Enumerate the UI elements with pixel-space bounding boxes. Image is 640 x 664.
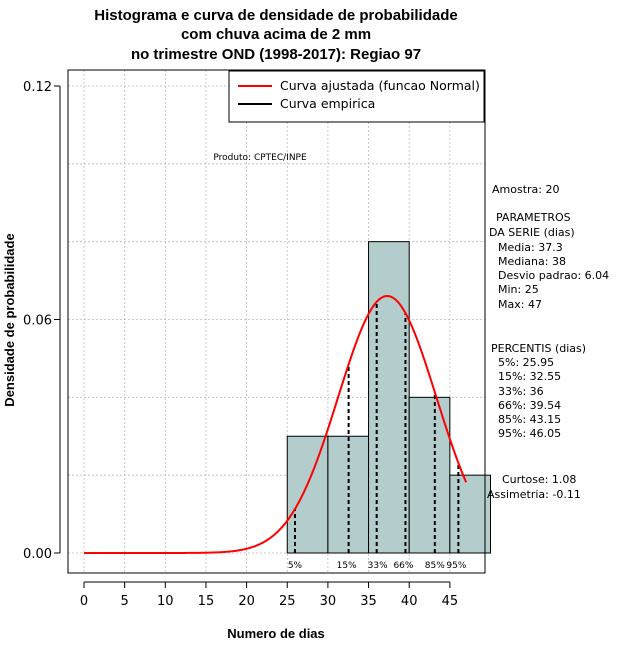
x-tick-label: 0 — [80, 594, 88, 609]
normal-curve-layer — [84, 294, 468, 554]
y-tick-label: 0.06 — [23, 314, 52, 329]
x-tick-label: 45 — [442, 594, 459, 609]
y-axis: 0.00 0.06 0.12 — [23, 80, 61, 562]
histogram-bar — [449, 474, 492, 554]
percentiles-header: PERCENTIS (dias) — [491, 342, 586, 355]
x-tick-label: 40 — [401, 594, 418, 609]
product-label: Produto: CPTEC/INPE — [213, 153, 307, 163]
side-statistics: Amostra: 20 PARAMETROS DA SERIE (dias) M… — [487, 183, 609, 501]
x-tick-label: 35 — [360, 594, 377, 609]
plot-frame — [67, 69, 486, 574]
percentile-marker-label: 15% — [337, 561, 357, 571]
sample-size: Amostra: 20 — [492, 183, 559, 196]
x-tick-label: 25 — [279, 594, 296, 609]
percentile-33: 33%: 36 — [498, 385, 544, 398]
percentile-15: 15%: 32.55 — [498, 370, 561, 383]
percentile-marker-label: 33% — [368, 561, 388, 571]
x-axis-title: Numero de dias — [227, 626, 325, 641]
legend-box — [228, 70, 485, 123]
kurtosis: Curtose: 1.08 — [502, 473, 576, 486]
percentile-95: 95%: 46.05 — [498, 427, 561, 440]
param-sd: Desvio padrao: 6.04 — [498, 269, 609, 282]
chart-title-line-1: Histograma e curva de densidade de proba… — [94, 7, 457, 24]
parameters-header-1: PARAMETROS — [496, 211, 571, 224]
parameters-header-2: DA SERIE (dias) — [489, 226, 575, 239]
histogram-bar — [286, 435, 329, 554]
percentile-marker-label: 85% — [425, 561, 445, 571]
legend: Curva ajustada (funcao Normal) Curva emp… — [228, 70, 485, 123]
x-tick-label: 20 — [238, 594, 255, 609]
normal-curve — [84, 294, 468, 554]
y-tick-label: 0.00 — [23, 547, 52, 562]
chart-title-line-3: no trimestre OND (1998-2017): Regiao 97 — [131, 46, 421, 63]
param-median: Mediana: 38 — [498, 255, 566, 268]
percentile-marker-label: 5% — [288, 561, 303, 571]
y-axis-title: Densidade de probabilidade — [2, 233, 17, 406]
percentile-marker-label: 95% — [446, 561, 466, 571]
percentile-85: 85%: 43.15 — [498, 413, 561, 426]
param-mean: Media: 37.3 — [498, 241, 563, 254]
legend-label-empirical: Curva empirica — [280, 96, 375, 111]
percentile-markers: 5% 15% 33% 66% 85% 95% — [288, 301, 467, 571]
y-tick-label: 0.12 — [23, 80, 52, 95]
histogram-bars — [286, 241, 492, 554]
percentile-66: 66%: 39.54 — [498, 399, 561, 412]
skewness: Assimetria: -0.11 — [487, 488, 581, 501]
param-max: Max: 47 — [498, 298, 542, 311]
percentile-5: 5%: 25.95 — [498, 356, 554, 369]
legend-label-normal: Curva ajustada (funcao Normal) — [280, 78, 480, 93]
x-tick-label: 10 — [157, 594, 174, 609]
x-tick-label: 5 — [121, 594, 129, 609]
x-axis: 0 5 10 15 20 25 30 35 40 45 — [80, 581, 459, 609]
chart-title-line-2: com chuva acima de 2 mm — [181, 26, 371, 43]
histogram-bar — [408, 396, 451, 554]
percentile-marker-label: 66% — [393, 561, 413, 571]
x-tick-label: 15 — [198, 594, 215, 609]
param-min: Min: 25 — [498, 283, 539, 296]
histogram-bar — [368, 241, 410, 554]
x-tick-label: 30 — [320, 594, 337, 609]
